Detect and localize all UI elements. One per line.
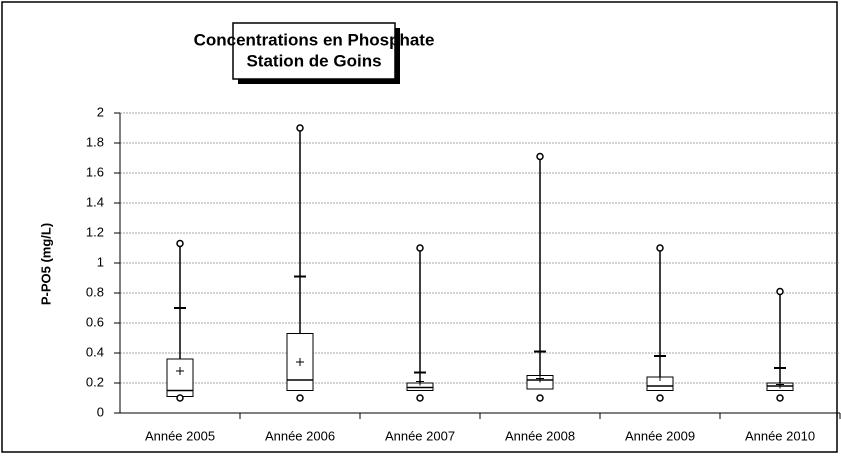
mean-marker xyxy=(176,367,184,375)
y-tick-label: 1.2 xyxy=(86,224,104,239)
x-tick-label: Année 2008 xyxy=(505,428,575,443)
max-marker xyxy=(536,152,544,161)
title-box xyxy=(232,22,396,80)
mean-marker xyxy=(416,377,424,386)
min-marker xyxy=(176,394,184,402)
y-tick-label: 1.8 xyxy=(86,134,104,149)
max-marker xyxy=(656,244,664,252)
y-tick-label: 0.4 xyxy=(86,344,104,359)
y-tick-label: 1 xyxy=(97,254,104,269)
max-marker xyxy=(416,244,424,252)
min-marker xyxy=(656,394,664,402)
max-marker xyxy=(776,287,784,296)
y-tick-label: 0.2 xyxy=(86,374,104,389)
y-tick-label: 0 xyxy=(97,404,104,419)
mean-marker xyxy=(656,373,664,381)
y-tick-label: 1.4 xyxy=(86,194,104,209)
x-tick-label: Année 2010 xyxy=(745,428,815,443)
x-tick-label: Année 2005 xyxy=(145,428,215,443)
y-axis-label: P-PO5 (mg/L) xyxy=(38,223,53,305)
chart-title: Concentrations en Phosphate xyxy=(194,30,435,49)
min-marker xyxy=(536,394,544,402)
y-tick-label: 2 xyxy=(97,104,104,119)
y-tick-label: 0.8 xyxy=(86,284,104,299)
x-tick-label: Année 2006 xyxy=(265,428,335,443)
min-marker xyxy=(776,394,784,402)
y-tick-label: 1.6 xyxy=(86,164,104,179)
min-marker xyxy=(416,394,424,402)
mean-marker xyxy=(776,380,784,389)
max-marker xyxy=(296,124,304,132)
max-marker xyxy=(176,239,184,248)
min-marker xyxy=(296,394,304,402)
chart-subtitle: Station de Goins xyxy=(246,51,381,70)
x-tick-label: Année 2007 xyxy=(385,428,455,443)
y-tick-label: 0.6 xyxy=(86,314,104,329)
mean-marker xyxy=(296,358,304,366)
x-tick-label: Année 2009 xyxy=(625,428,695,443)
mean-marker xyxy=(536,374,544,383)
